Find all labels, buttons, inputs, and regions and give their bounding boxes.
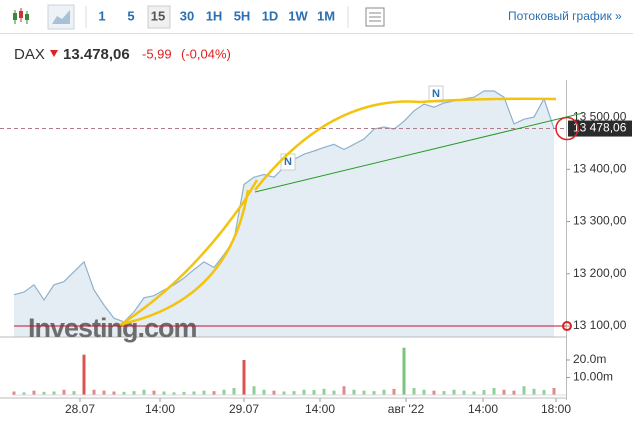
volume-bar [192,391,196,395]
drawing [119,97,557,327]
volume-bar [422,389,426,395]
volume-bar [542,390,546,395]
symbol: DAX [14,46,45,63]
volume-bar [202,390,206,395]
volume-bar [552,387,556,395]
volume-bar [382,389,386,395]
interval-button[interactable]: 1H [206,8,223,23]
volume-bar [432,390,436,395]
volume-bar [312,390,316,395]
interval-button[interactable]: 5H [234,8,251,23]
y-tick-label: 13 300,00 [573,214,627,228]
volume-bar [532,388,536,395]
volume-bar [352,389,356,395]
volume-bar [82,354,86,395]
interval-button[interactable]: 1W [288,8,308,23]
volume-bar [232,387,236,395]
drawing-circle [562,321,572,332]
volume-bar [522,386,526,395]
x-tick-label: авг '22 [388,402,425,416]
volume-bar [132,391,136,395]
volume-bar [252,386,256,395]
volume-bar [322,388,326,395]
volume-bar [152,390,156,395]
volume-bar [162,391,166,395]
volume-bar [302,389,306,395]
volume-bar [222,389,226,395]
drawing-circle [555,116,579,141]
interval-button[interactable]: 30 [180,8,194,23]
settings-icon[interactable] [365,7,385,27]
volume-bar [182,391,186,395]
volume-bar [142,389,146,395]
y-tick-label: 13 200,00 [573,266,627,280]
volume-bar [102,390,106,395]
price: 13.478,06 [63,46,130,63]
volume-bar [492,387,496,395]
volume-bar [462,390,466,395]
interval-button[interactable]: 1M [317,8,335,23]
volume-bar [92,389,96,395]
volume-bar [392,388,396,395]
stream-link[interactable]: Потоковый график » [508,9,622,23]
change: -5,99 [142,46,172,61]
volume-bar [172,392,176,395]
x-tick-label: 18:00 [541,402,571,416]
down-arrow [50,50,58,57]
y2-tick-label: 10.00m [573,370,613,384]
candle-icon[interactable] [13,8,29,24]
x-tick-label: 28.07 [65,402,95,416]
volume-bar [22,392,26,395]
volume-bar [452,389,456,395]
volume-bar [52,391,56,395]
current-price-box [568,120,632,137]
interval-button[interactable]: 1 [98,8,105,23]
x-tick-label: 14:00 [305,402,335,416]
y2-tick-label: 20.0m [573,352,606,366]
news-marker-label: N [284,156,292,168]
x-tick-label: 14:00 [145,402,175,416]
volume-bar [442,391,446,395]
interval-button[interactable]: 15 [151,8,165,23]
interval-button[interactable]: 1D [262,8,279,23]
trend-line [254,112,584,193]
volume-bar [112,391,116,395]
y-tick-label: 13 400,00 [573,161,627,175]
volume-bar [332,390,336,395]
x-tick-label: 14:00 [468,402,498,416]
volume-bar [402,347,406,395]
y-tick-label: 13 100,00 [573,318,627,332]
volume-bar [32,390,36,395]
y-tick-label: 13 500,00 [573,109,627,123]
volume-bar [482,390,486,395]
volume-bar [62,389,66,395]
volume-bar [122,391,126,395]
volume-bar [342,386,346,395]
volume-bar [502,389,506,395]
interval-button[interactable]: 5 [127,8,134,23]
volume-bar [282,391,286,395]
watermark: Investing.com [28,313,197,343]
volume-bar [72,391,76,395]
volume-bar [272,390,276,395]
volume-bar [42,391,46,395]
volume-bar [242,359,246,395]
volume-bar [262,389,266,395]
volume-bar [512,390,516,395]
x-tick-label: 29.07 [229,402,259,416]
area-icon[interactable] [47,4,75,30]
selected-interval-box [147,5,171,29]
change-pct: (-0,04%) [181,46,231,61]
volume-bar [12,391,16,395]
news-marker-label: N [432,88,440,100]
current-price-label: 13 478,06 [573,121,627,135]
volume-bar [472,391,476,395]
volume-bar [372,391,376,395]
volume-bar [412,387,416,395]
volume-bar [362,390,366,395]
volume-bar [212,391,216,395]
volume-bar [292,391,296,395]
